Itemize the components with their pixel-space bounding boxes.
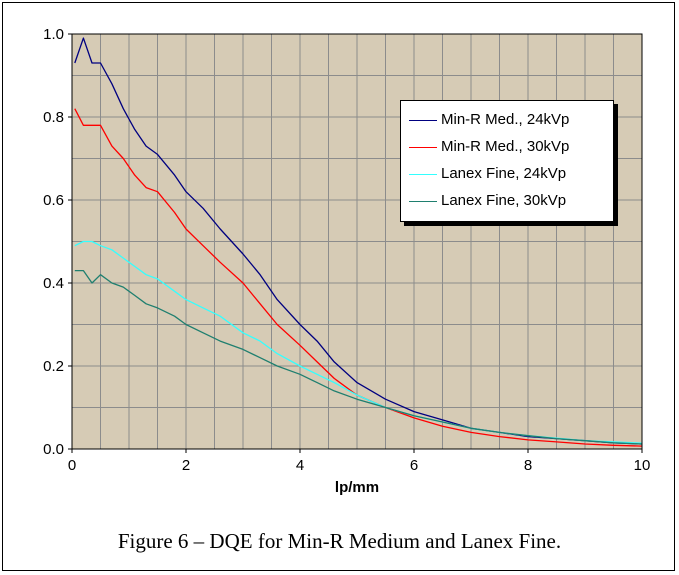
y-tick-label: 0.2 (43, 358, 64, 375)
x-tick-label: 10 (634, 457, 651, 474)
series-line-4 (74, 269, 643, 445)
y-tick-label: 1.0 (43, 26, 64, 43)
y-tick-label: 0.8 (43, 109, 64, 126)
x-tick-label: 2 (182, 457, 190, 474)
plot-border (71, 33, 643, 450)
y-tick-label: 0.4 (43, 275, 64, 292)
legend-label: Min-R Med., 30kVp (441, 138, 570, 155)
legend: Min-R Med., 24kVp Min-R Med., 30kVp Lanex … (400, 100, 614, 222)
x-axis-label: lp/mm (335, 479, 379, 496)
x-tick-label: 6 (410, 457, 418, 474)
legend-label: Lanex Fine, 30kVp (441, 192, 567, 209)
y-tick-label: 0.6 (43, 192, 64, 209)
x-tick-label: 0 (68, 457, 76, 474)
y-axis: 0.0 0.2 0.4 0.6 0.8 1.0 (43, 26, 72, 458)
grid-lines (72, 34, 642, 449)
legend-item: Lanex Fine, 24kVp (401, 163, 613, 187)
legend-item: Lanex Fine, 30kVp (401, 190, 613, 214)
legend-swatch (409, 120, 437, 121)
x-tick-label: 8 (524, 457, 532, 474)
legend-swatch (409, 147, 437, 148)
x-axis: 0 2 4 6 8 10 (68, 449, 651, 474)
series-line-2 (74, 108, 643, 447)
legend-swatch (409, 201, 437, 202)
x-tick-label: 4 (296, 457, 304, 474)
legend-item: Min-R Med., 24kVp (401, 109, 613, 133)
figure-caption: Figure 6 – DQE for Min-R Medium and Lane… (117, 529, 562, 553)
legend-label: Min-R Med., 24kVp (441, 111, 570, 128)
legend-label: Lanex Fine, 24kVp (441, 165, 567, 182)
legend-item: Min-R Med., 30kVp (401, 136, 613, 160)
y-tick-label: 0.0 (43, 441, 64, 458)
legend-swatch (409, 174, 437, 175)
series-layer (74, 37, 643, 447)
